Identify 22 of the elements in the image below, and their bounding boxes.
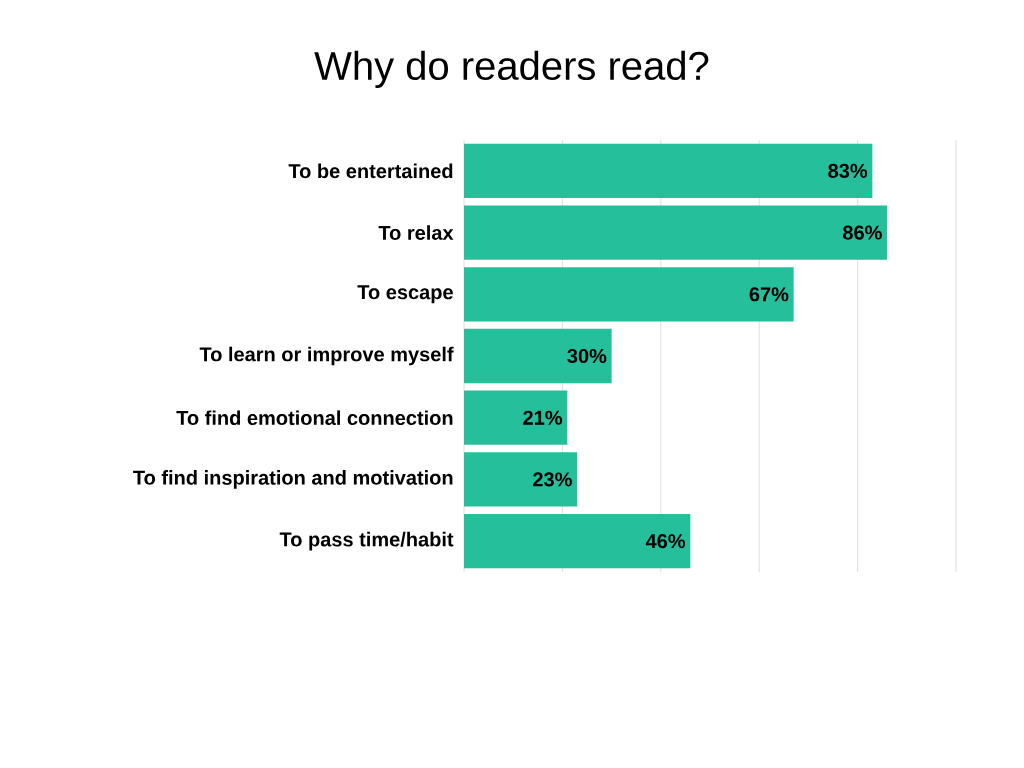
data-label: 83% xyxy=(828,163,868,178)
y-tick-label: To find emotional connection xyxy=(176,410,453,426)
data-label: 86% xyxy=(843,225,882,240)
data-label: 30% xyxy=(567,348,607,364)
bar xyxy=(464,205,888,260)
data-label: 46% xyxy=(645,534,686,549)
chart-title: Why do readers read? xyxy=(314,50,709,88)
y-tick-label: To find inspiration and motivation xyxy=(133,470,453,489)
data-label: 23% xyxy=(533,472,572,487)
y-tick-label: To be entertained xyxy=(288,163,453,179)
bar xyxy=(464,452,578,507)
y-tick-label: To learn or improve myself xyxy=(199,346,454,366)
y-tick-label: To relax xyxy=(378,225,454,240)
data-label: 67% xyxy=(749,287,789,302)
bar xyxy=(464,390,568,445)
y-tick-label: To escape xyxy=(357,285,453,304)
y-tick-label: To pass time/habit xyxy=(279,531,454,551)
bar xyxy=(464,514,691,569)
bar xyxy=(464,328,612,384)
data-label: 21% xyxy=(523,410,563,425)
bar xyxy=(464,267,794,322)
bar xyxy=(464,143,873,199)
